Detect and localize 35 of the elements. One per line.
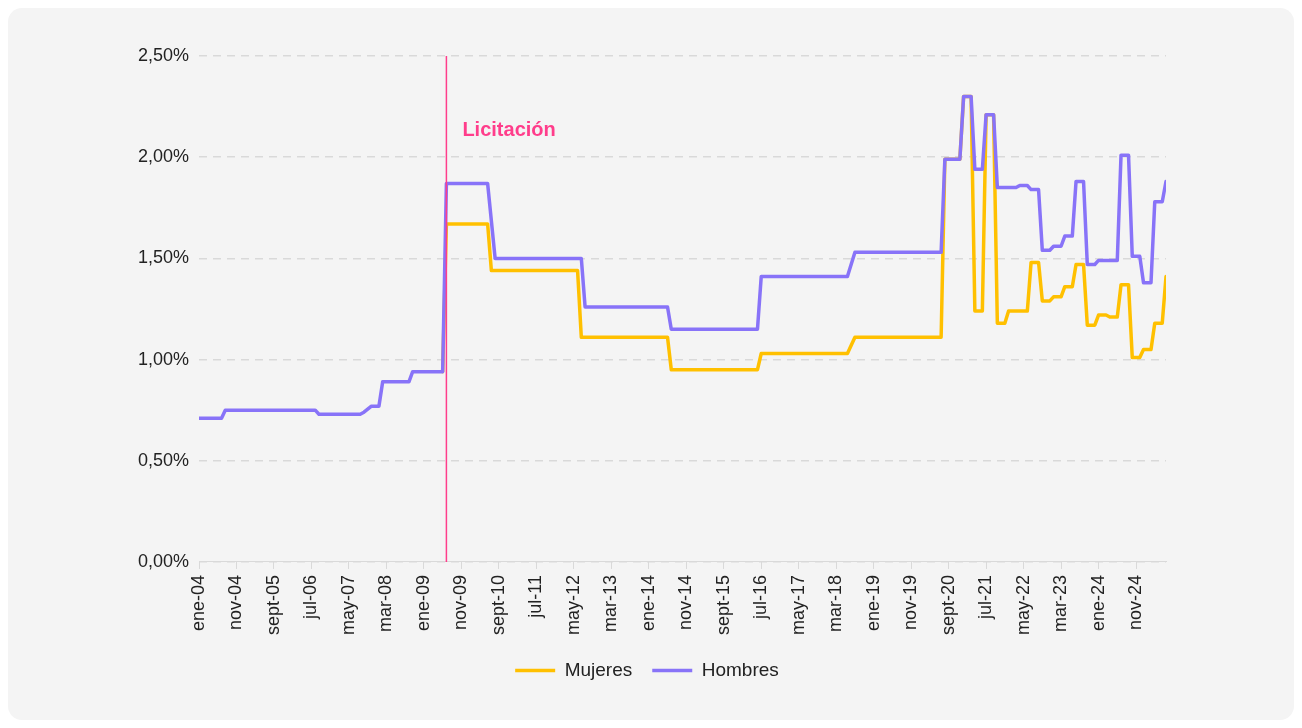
x-tick-label: nov-09 xyxy=(450,574,471,631)
x-tick-label: sept-10 xyxy=(487,574,508,636)
legend-label: Hombres xyxy=(701,658,779,680)
x-tick-label: may-12 xyxy=(562,574,583,635)
x-tick-label: nov-24 xyxy=(1124,574,1145,631)
x-tick-label: mar-18 xyxy=(825,574,846,632)
legend-label: Mujeres xyxy=(564,658,633,680)
x-tick-label: jul-06 xyxy=(300,574,321,620)
x-tick-label: sept-20 xyxy=(937,574,958,636)
x-tick-label: mar-23 xyxy=(1050,574,1071,632)
x-tick-label: may-07 xyxy=(337,574,358,635)
x-tick-label: may-22 xyxy=(1012,574,1033,635)
x-tick-label: nov-14 xyxy=(675,574,696,631)
x-tick-label: mar-08 xyxy=(375,574,396,632)
y-tick-label: 1,00% xyxy=(137,348,190,369)
x-tick-label: ene-09 xyxy=(412,574,433,632)
y-tick-label: 0,50% xyxy=(137,449,190,470)
x-tick-label: mar-13 xyxy=(600,574,621,632)
x-tick-label: sept-05 xyxy=(262,574,283,636)
x-tick-label: nov-04 xyxy=(225,574,246,631)
x-tick-label: ene-19 xyxy=(862,574,883,632)
x-tick-label: ene-14 xyxy=(637,574,658,632)
x-tick-label: ene-04 xyxy=(188,574,209,632)
y-tick-label: 2,00% xyxy=(137,146,190,167)
y-tick-label: 1,50% xyxy=(137,247,190,268)
x-tick-label: sept-15 xyxy=(712,574,733,636)
ref-line-label: Licitación xyxy=(462,117,556,140)
x-tick-label: jul-11 xyxy=(525,574,546,619)
x-tick-label: ene-24 xyxy=(1087,574,1108,632)
x-tick-label: may-17 xyxy=(787,574,808,635)
x-tick-label: jul-16 xyxy=(750,574,771,620)
x-tick-label: jul-21 xyxy=(975,574,996,620)
y-tick-label: 2,50% xyxy=(137,44,190,65)
y-tick-label: 0,00% xyxy=(137,550,190,571)
x-tick-label: nov-19 xyxy=(900,574,921,631)
